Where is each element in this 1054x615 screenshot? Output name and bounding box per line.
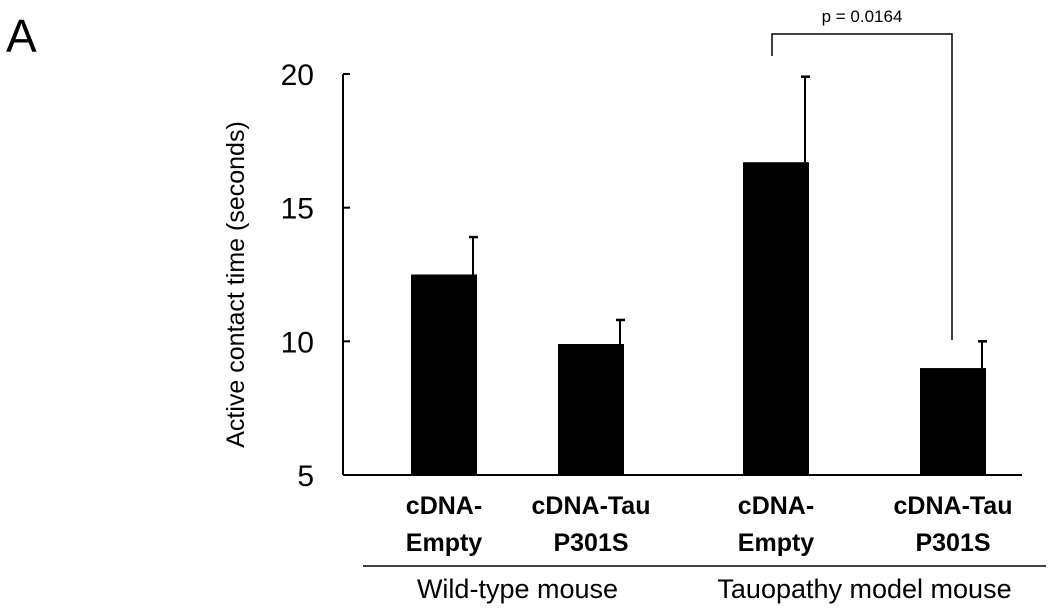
category-label: cDNA-Tau [532, 492, 651, 520]
y-tick-label: 20 [281, 59, 314, 92]
y-tick-label: 5 [297, 460, 314, 493]
y-tick-label: 15 [281, 193, 314, 226]
category-label: P301S [915, 529, 990, 557]
bar [743, 162, 809, 475]
bar [411, 274, 477, 475]
significance-bracket [771, 33, 953, 340]
bar [558, 344, 624, 475]
y-tick-label: 10 [281, 326, 314, 359]
panel-label: A [6, 10, 37, 62]
category-label: Empty [406, 529, 483, 557]
category-label: Empty [738, 529, 815, 557]
significance-label: p = 0.0164 [822, 7, 903, 26]
group-label: Tauopathy model mouse [717, 574, 1011, 604]
category-label: cDNA- [406, 492, 482, 520]
bar [920, 368, 986, 475]
category-label: cDNA-Tau [894, 492, 1013, 520]
y-axis-title: Active contact time (seconds) [222, 121, 250, 448]
category-label: cDNA- [738, 492, 814, 520]
category-label: P301S [553, 529, 628, 557]
group-label: Wild-type mouse [417, 574, 618, 604]
